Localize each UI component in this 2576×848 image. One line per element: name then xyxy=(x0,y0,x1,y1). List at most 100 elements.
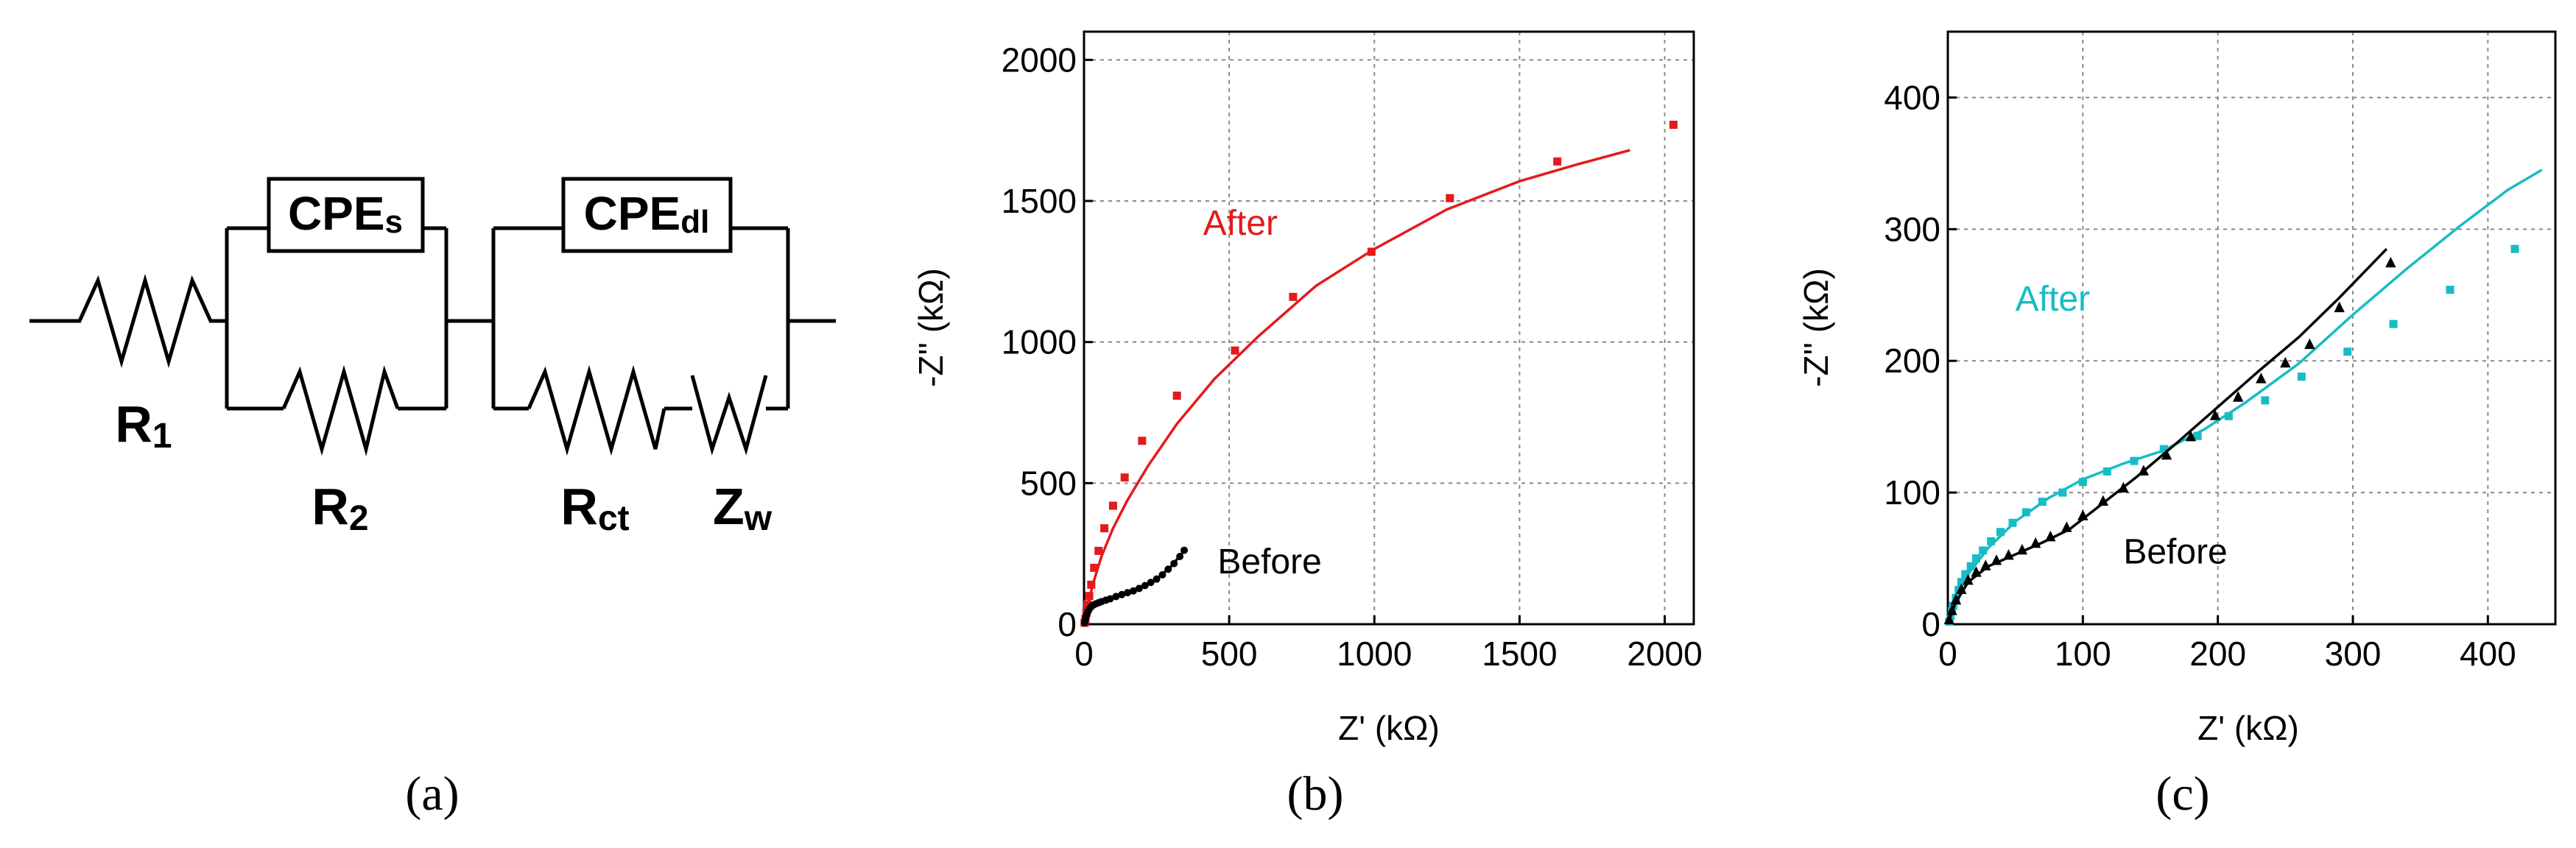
data-point-before xyxy=(2118,481,2129,493)
panel-label-c: (c) xyxy=(2156,767,2209,821)
data-point-before xyxy=(2097,495,2109,506)
data-point-before xyxy=(2280,356,2291,368)
data-point-before xyxy=(1152,575,1161,583)
data-point-before xyxy=(2045,530,2056,542)
data-point-after xyxy=(1090,563,1099,572)
y-tick-label: 200 xyxy=(1884,342,1940,380)
data-point-before xyxy=(2003,548,2014,560)
data-point-after xyxy=(2446,286,2454,294)
circuit-diagram: CPEs CPEdl R1 R2 Rct Zw xyxy=(29,177,836,538)
data-point-before xyxy=(1991,554,2002,565)
label-r1: R1 xyxy=(115,395,172,456)
data-point-after xyxy=(2008,518,2017,527)
y-axis-label: -Z'' (kΩ) xyxy=(1797,268,1835,387)
data-point-before xyxy=(1112,593,1120,601)
data-point-before xyxy=(1943,613,1955,625)
data-point-before xyxy=(2016,543,2028,555)
data-point-after xyxy=(1553,157,1562,166)
data-point-after xyxy=(1172,392,1181,400)
circuit-rct-resistor xyxy=(527,364,666,456)
data-point-before xyxy=(2030,537,2041,548)
label-cpes: CPEs xyxy=(288,187,403,240)
data-point-before xyxy=(2256,372,2267,384)
circuit-block2-wires xyxy=(491,226,790,411)
y-tick-label: 0 xyxy=(1921,605,1940,643)
plot-frame xyxy=(1946,30,2557,626)
data-point-after xyxy=(1108,501,1117,510)
data-point-after xyxy=(1094,546,1103,555)
data-point-before xyxy=(1118,590,1126,598)
circuit-r2-resistor xyxy=(281,364,400,456)
y-axis-label: -Z'' (kΩ) xyxy=(912,268,950,387)
x-tick-label: 100 xyxy=(2055,635,2111,673)
data-point-before xyxy=(2232,391,2244,402)
data-point-after xyxy=(1138,437,1147,445)
data-point-after xyxy=(2159,445,2168,453)
data-point-after xyxy=(1100,524,1109,533)
data-point-after xyxy=(2038,498,2047,506)
data-point-after xyxy=(2389,319,2398,328)
data-point-before xyxy=(1164,565,1172,573)
data-point-after xyxy=(1289,292,1298,301)
chart-panel-b: 0 500 1000 1500 2000 0 500 1000 1500 2000 Z' (kΩ) -… xyxy=(912,30,1703,747)
panel-label-b: (b) xyxy=(1287,767,1344,821)
x-tick-label: 300 xyxy=(2325,635,2382,673)
data-point-after xyxy=(1083,600,1092,609)
label-cpedl: CPEdl xyxy=(584,187,710,240)
data-point-after xyxy=(2078,478,2087,487)
chart-panel-c: 0 100 200 300 400 0 100 200 300 400 Z' (kΩ) -Z'' (k… xyxy=(1797,30,2557,747)
data-point-after xyxy=(1120,473,1129,482)
data-point-after xyxy=(1966,562,1975,570)
y-tick-label: 400 xyxy=(1884,78,1940,116)
series-label-before: Before xyxy=(1217,543,1321,582)
circuit-block1-wires xyxy=(225,226,448,411)
data-point-before xyxy=(1147,579,1155,587)
circuit-cpedl-box xyxy=(561,177,733,253)
data-point-after xyxy=(2130,456,2139,465)
data-point-before xyxy=(1170,559,1178,568)
data-point-after xyxy=(1231,346,1239,355)
data-point-after xyxy=(2510,244,2519,253)
data-point-after xyxy=(1446,194,1454,202)
data-point-before xyxy=(1980,559,1991,570)
fit-line-after xyxy=(1946,169,2543,625)
series-label-before: Before xyxy=(2123,533,2227,572)
data-point-after xyxy=(1957,578,1966,587)
data-point-after xyxy=(1669,121,1678,129)
data-point-after xyxy=(1979,546,1988,555)
y-tick-label: 1000 xyxy=(1002,323,1077,361)
panel-label-a: (a) xyxy=(405,767,459,821)
data-point-before xyxy=(2185,430,2197,442)
data-point-before xyxy=(1158,570,1166,579)
x-tick-label: 0 xyxy=(1074,635,1094,673)
data-point-after xyxy=(2343,347,2352,356)
data-point-before xyxy=(1124,589,1132,597)
data-point-after xyxy=(1996,528,2005,537)
data-point-before xyxy=(2209,409,2221,420)
data-point-after xyxy=(2193,431,2202,440)
x-tick-label: 2000 xyxy=(1627,635,1702,673)
data-point-before xyxy=(1946,604,1957,615)
label-rct: Rct xyxy=(560,478,629,538)
x-tick-label: 1500 xyxy=(1482,635,1557,673)
data-point-before xyxy=(2061,521,2072,532)
x-tick-label: 400 xyxy=(2460,635,2516,673)
x-tick-label: 500 xyxy=(1201,635,1258,673)
x-tick-label: 200 xyxy=(2189,635,2246,673)
data-point-after xyxy=(1087,580,1096,589)
data-point-after xyxy=(1972,554,1980,563)
data-point-before xyxy=(1141,582,1149,590)
data-point-before xyxy=(1180,546,1189,554)
data-point-after xyxy=(2297,372,2306,381)
data-point-before xyxy=(1130,587,1138,595)
series-label-after: After xyxy=(2016,280,2090,319)
data-point-after xyxy=(2261,396,2270,405)
y-tick-label: 1500 xyxy=(1002,182,1077,220)
data-point-before xyxy=(1963,573,1974,585)
y-tick-label: 100 xyxy=(1884,473,1940,512)
circuit-cpes-box xyxy=(267,177,425,253)
label-r2: R2 xyxy=(312,478,368,538)
data-point-before xyxy=(1106,595,1114,603)
data-point-before xyxy=(1956,583,1967,594)
